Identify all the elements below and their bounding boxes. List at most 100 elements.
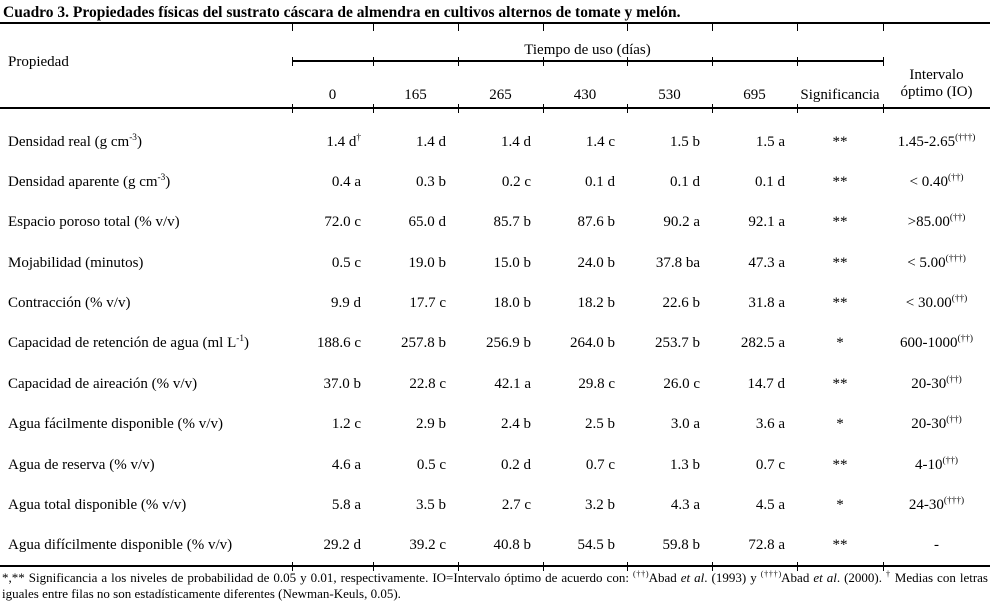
property-cell: Agua de reserva (% v/v) xyxy=(8,456,155,473)
table-row: Contracción (% v/v) 9.9 d 17.7 c 18.0 b … xyxy=(0,283,990,323)
significance-cell: * xyxy=(836,416,844,433)
value-cell-day-0: 1.4 d† xyxy=(326,132,361,150)
value-cell-day-265: 256.9 b xyxy=(486,335,531,352)
value-cell-day-695: 4.5 a xyxy=(755,496,785,513)
value-cell-day-165: 65.0 d xyxy=(408,214,447,231)
value-cell-day-0: 29.2 d xyxy=(323,537,362,554)
col-header-day-530: 530 xyxy=(658,87,681,103)
value-cell-day-165: 17.7 c xyxy=(409,295,446,312)
significance-cell: ** xyxy=(832,174,848,191)
col-header-optimal-interval: Intervalo óptimo (IO) xyxy=(883,67,990,101)
property-cell: Mojabilidad (minutos) xyxy=(8,254,144,271)
value-cell-day-265: 2.4 b xyxy=(501,416,531,433)
value-cell-day-165: 19.0 b xyxy=(408,254,447,271)
column-tick xyxy=(797,24,798,31)
column-tick xyxy=(712,57,713,66)
significance-cell: ** xyxy=(832,456,848,473)
table-row: Densidad real (g cm-3) 1.4 d† 1.4 d 1.4 … xyxy=(0,122,990,162)
column-tick xyxy=(458,24,459,31)
value-cell-day-430: 0.7 c xyxy=(585,456,615,473)
table-footnote: *,** Significancia a los niveles de prob… xyxy=(2,569,988,601)
value-cell-day-165: 22.8 c xyxy=(409,375,446,392)
value-cell-day-0: 1.2 c xyxy=(331,416,361,433)
significance-cell: ** xyxy=(832,254,848,271)
column-tick xyxy=(627,562,628,571)
column-tick xyxy=(373,24,374,31)
property-cell: Densidad aparente (g cm-3) xyxy=(8,173,171,191)
optimal-interval-header-line2: óptimo (IO) xyxy=(900,84,973,100)
significance-cell: * xyxy=(836,496,844,513)
value-cell-day-695: 72.8 a xyxy=(748,537,785,554)
optimal-interval-cell: >85.00(††) xyxy=(907,213,966,231)
value-cell-day-165: 0.5 c xyxy=(416,456,446,473)
value-cell-day-530: 59.8 b xyxy=(662,537,701,554)
column-tick xyxy=(373,562,374,571)
column-tick xyxy=(712,24,713,31)
table-row: Agua difícilmente disponible (% v/v) 29.… xyxy=(0,526,990,566)
value-cell-day-430: 24.0 b xyxy=(577,254,616,271)
value-cell-day-695: 0.1 d xyxy=(755,174,785,191)
value-cell-day-265: 15.0 b xyxy=(493,254,532,271)
value-cell-day-430: 18.2 b xyxy=(577,295,616,312)
value-cell-day-530: 253.7 b xyxy=(655,335,700,352)
column-tick xyxy=(458,57,459,66)
column-tick xyxy=(883,57,884,66)
property-cell: Agua difícilmente disponible (% v/v) xyxy=(8,537,233,554)
value-cell-day-695: 92.1 a xyxy=(748,214,785,231)
property-cell: Contracción (% v/v) xyxy=(8,295,131,312)
value-cell-day-430: 29.8 c xyxy=(578,375,615,392)
table-bottom-rule xyxy=(0,562,990,571)
optimal-interval-cell: < 30.00(††) xyxy=(905,294,968,312)
value-cell-day-530: 3.0 a xyxy=(670,416,700,433)
property-cell: Capacidad de retención de agua (ml L-1) xyxy=(8,334,249,352)
group-header-rule xyxy=(292,57,884,66)
value-cell-day-0: 72.0 c xyxy=(324,214,361,231)
value-cell-day-430: 0.1 d xyxy=(585,174,615,191)
table-row: Espacio poroso total (% v/v) 72.0 c 65.0… xyxy=(0,203,990,243)
value-cell-day-265: 1.4 d xyxy=(501,133,531,150)
significance-cell: ** xyxy=(832,375,848,392)
column-tick xyxy=(543,24,544,31)
value-cell-day-695: 1.5 a xyxy=(755,133,785,150)
optimal-interval-cell: < 0.40(††) xyxy=(909,173,964,191)
column-tick xyxy=(292,104,293,113)
optimal-interval-cell: 1.45-2.65(†††) xyxy=(897,132,976,150)
optimal-interval-cell: 24-30(†††) xyxy=(908,495,965,513)
value-cell-day-530: 22.6 b xyxy=(662,295,701,312)
column-tick xyxy=(373,104,374,113)
table-row: Capacidad de aireación (% v/v) 37.0 b 22… xyxy=(0,364,990,404)
column-tick xyxy=(883,104,884,113)
value-cell-day-265: 85.7 b xyxy=(493,214,532,231)
value-cell-day-0: 0.4 a xyxy=(331,174,361,191)
value-cell-day-430: 2.5 b xyxy=(585,416,615,433)
column-tick xyxy=(543,562,544,571)
value-cell-day-530: 1.3 b xyxy=(670,456,700,473)
column-tick xyxy=(292,57,293,66)
value-cell-day-265: 40.8 b xyxy=(493,537,532,554)
value-cell-day-0: 37.0 b xyxy=(323,375,362,392)
column-tick xyxy=(797,57,798,66)
value-cell-day-695: 282.5 a xyxy=(740,335,785,352)
value-cell-day-165: 257.8 b xyxy=(401,335,446,352)
group-header-tiempo-de-uso: Tiempo de uso (días) xyxy=(524,42,651,58)
column-tick xyxy=(797,104,798,113)
column-tick xyxy=(458,104,459,113)
value-cell-day-530: 26.0 c xyxy=(663,375,700,392)
column-tick xyxy=(712,104,713,113)
value-cell-day-265: 2.7 c xyxy=(501,496,531,513)
column-tick xyxy=(883,24,884,31)
col-header-day-0: 0 xyxy=(328,87,337,103)
optimal-interval-cell: < 5.00(†††) xyxy=(907,253,966,271)
title-rule xyxy=(0,22,990,31)
value-cell-day-530: 1.5 b xyxy=(670,133,700,150)
value-cell-day-165: 39.2 c xyxy=(409,537,446,554)
col-header-significance: Significancia xyxy=(800,87,880,103)
property-cell: Densidad real (g cm-3) xyxy=(8,132,142,150)
value-cell-day-430: 3.2 b xyxy=(585,496,615,513)
col-header-day-265: 265 xyxy=(489,87,512,103)
column-tick xyxy=(543,57,544,66)
value-cell-day-265: 0.2 d xyxy=(501,456,531,473)
value-cell-day-530: 90.2 a xyxy=(663,214,700,231)
significance-cell: ** xyxy=(832,295,848,312)
